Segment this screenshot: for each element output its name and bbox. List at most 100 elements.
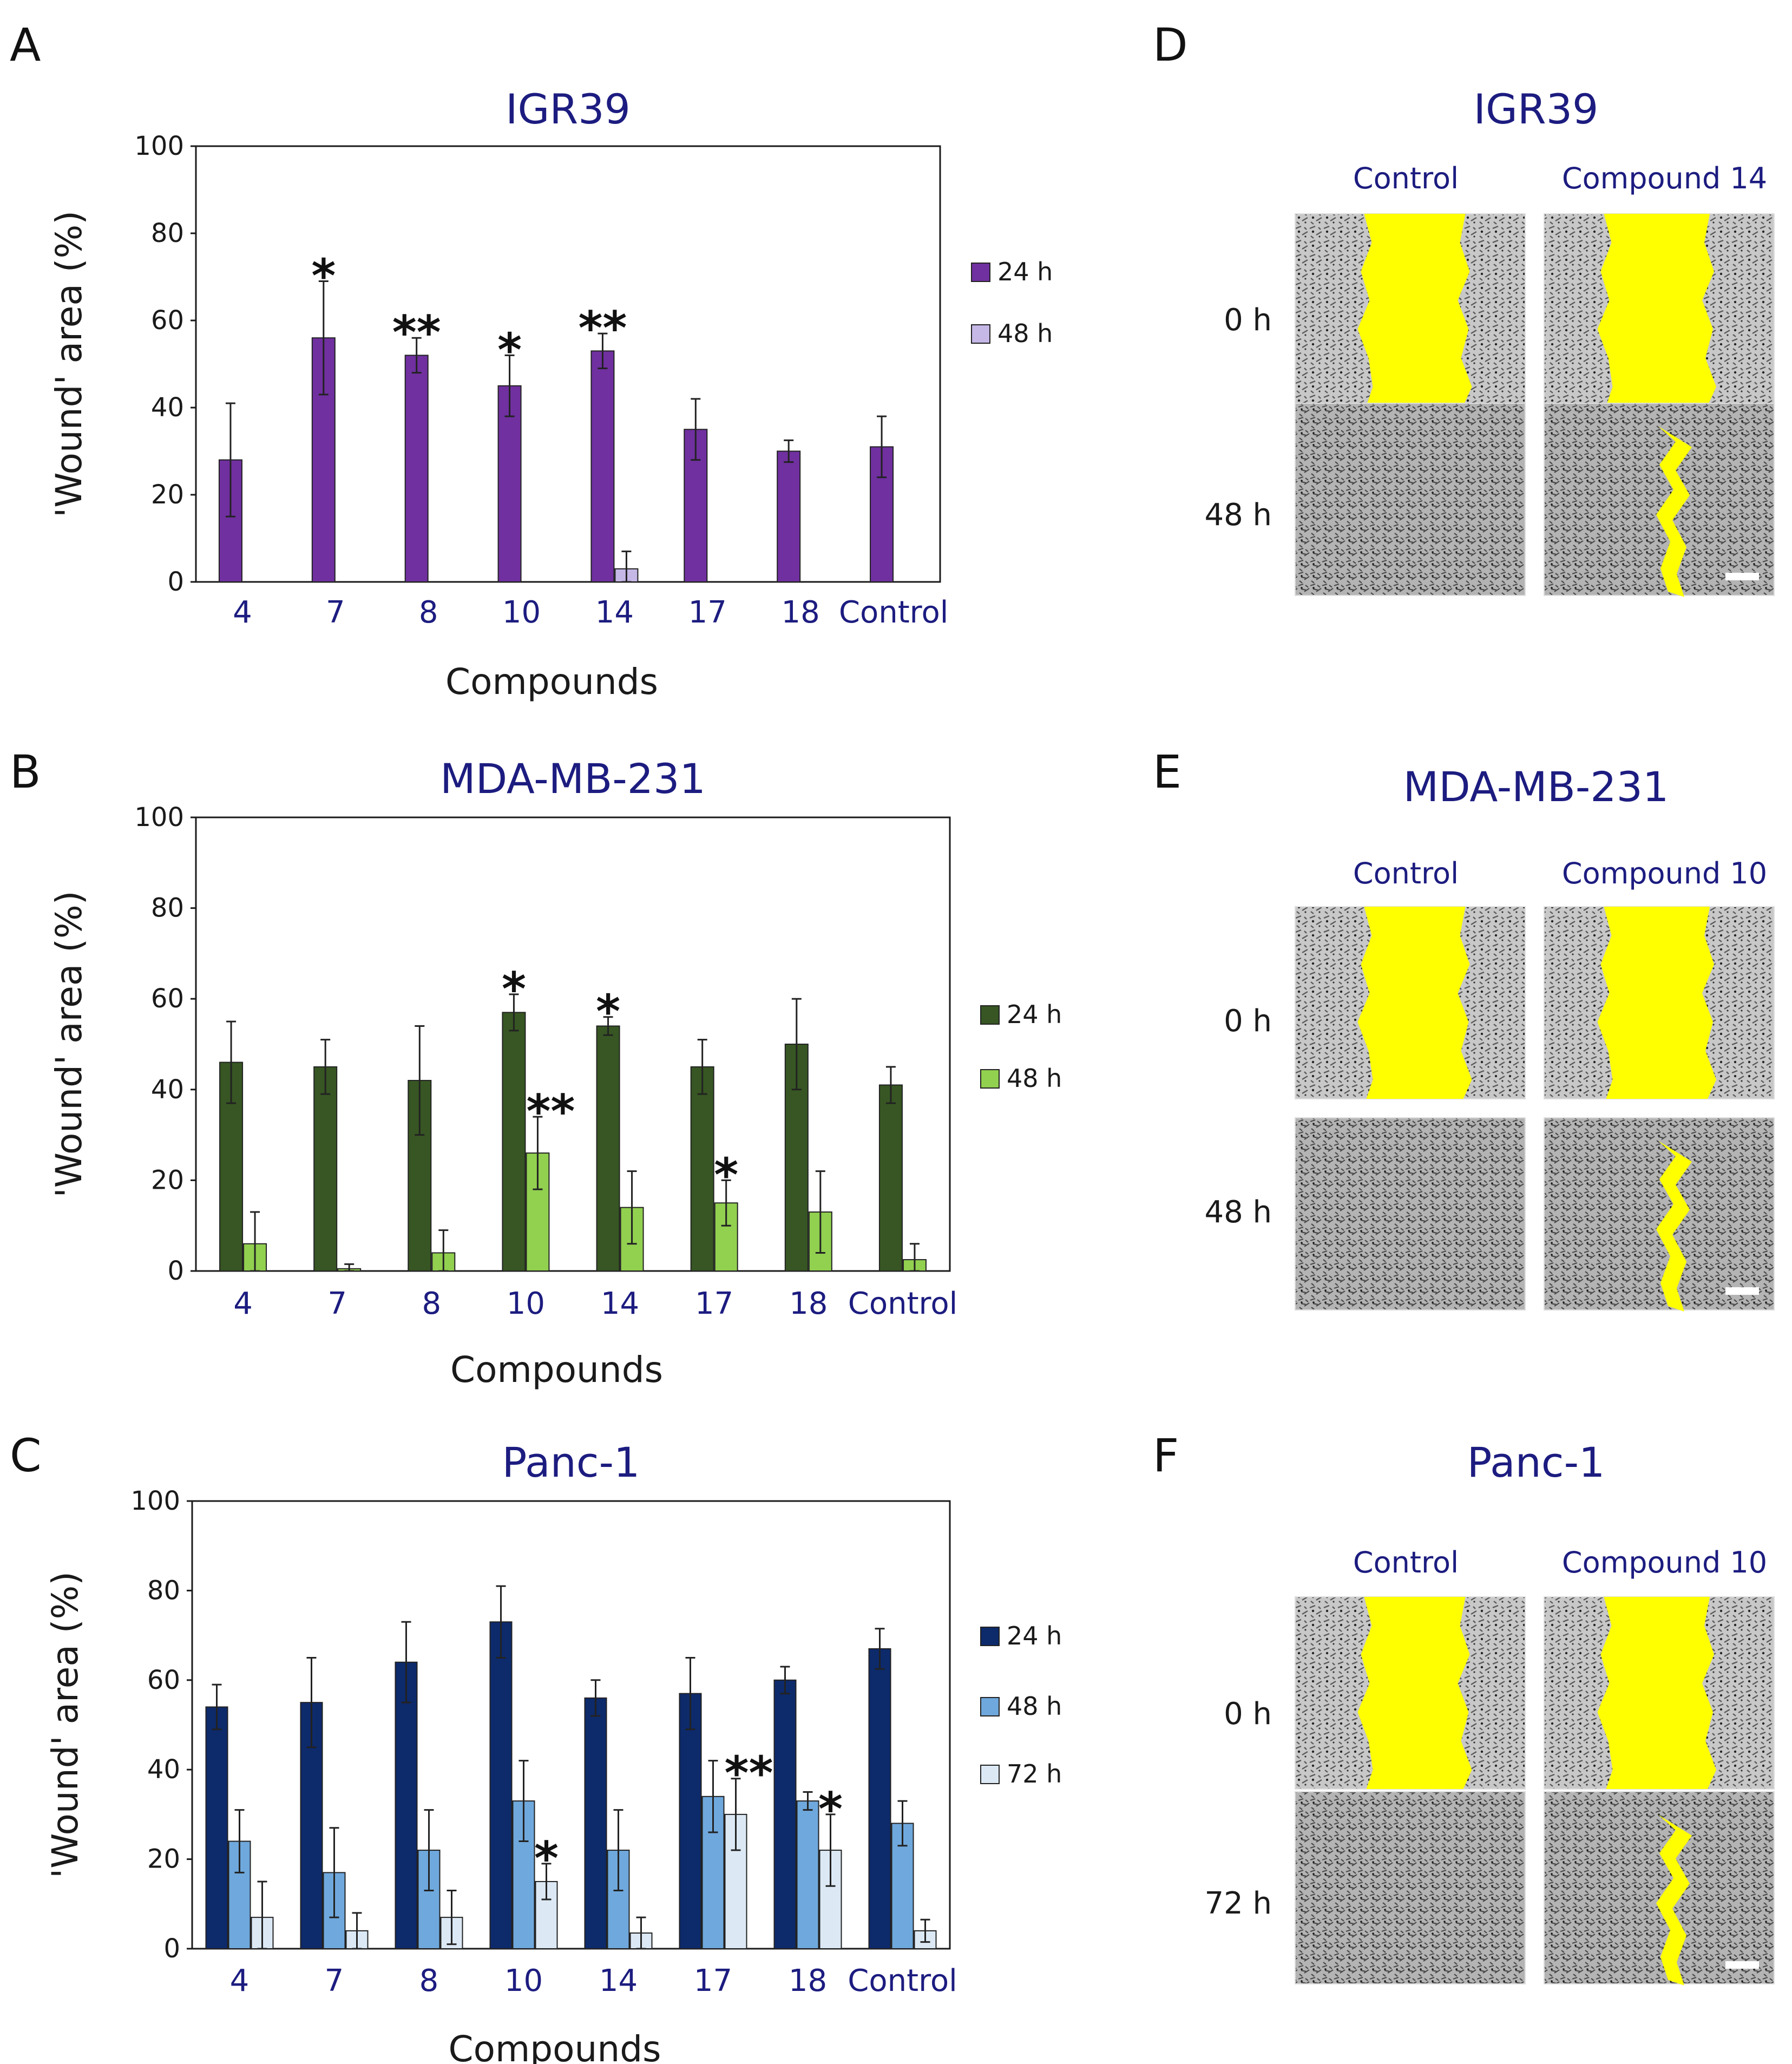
row-label: 48 h xyxy=(1204,497,1272,533)
legend-label: 48 h xyxy=(1007,1064,1062,1093)
panel-letter: C xyxy=(10,1429,42,1482)
column-label: Control xyxy=(1353,1545,1459,1580)
bar xyxy=(502,1012,526,1272)
x-tick-label: 7 xyxy=(326,595,345,630)
legend-label: 24 h xyxy=(1007,1621,1062,1650)
y-tick-label: 40 xyxy=(151,1074,184,1105)
panel-letter: B xyxy=(10,745,41,798)
x-axis-label: Compounds xyxy=(445,661,658,703)
x-tick-label: 7 xyxy=(327,1286,347,1321)
y-axis-label: 'Wound' area (%) xyxy=(48,891,90,1198)
y-tick-label: 100 xyxy=(130,1486,180,1516)
y-tick-label: 20 xyxy=(151,1165,184,1195)
bar xyxy=(205,1706,228,1949)
x-tick-label: 4 xyxy=(233,1286,253,1321)
micrograph-title: Panc-1 xyxy=(1467,1438,1605,1486)
plot-area xyxy=(195,145,941,583)
y-tick-label: 40 xyxy=(151,392,184,423)
y-axis-label: 'Wound' area (%) xyxy=(44,1571,86,1878)
wound-area xyxy=(1357,1597,1472,1789)
significance-star: * xyxy=(714,1148,738,1202)
y-tick-label: 0 xyxy=(163,1934,180,1964)
micrograph-title: IGR39 xyxy=(1474,85,1599,133)
x-tick-label: Control xyxy=(848,1286,957,1321)
x-tick-label: Control xyxy=(839,595,948,630)
micrograph-image xyxy=(1295,403,1526,596)
x-tick-label: 18 xyxy=(789,1963,827,1999)
legend-swatch xyxy=(980,1069,1000,1089)
legend-label: 24 h xyxy=(997,257,1053,286)
wound-area xyxy=(1656,1814,1692,1986)
chart-panel-c: C Panc-1 0 20 40 60 80 100 'Wound' area (%) Compo… xyxy=(10,1429,1062,2064)
wound-area xyxy=(1597,214,1716,406)
bar xyxy=(868,1648,891,1949)
significance-star: * xyxy=(311,250,336,304)
legend-label: 24 h xyxy=(1007,1000,1062,1029)
row-label: 72 h xyxy=(1204,1886,1272,1921)
y-tick-label: 60 xyxy=(151,984,184,1014)
x-tick-label: 10 xyxy=(502,595,541,630)
legend-label: 72 h xyxy=(1007,1759,1062,1788)
significance-star: * xyxy=(596,985,620,1039)
column-label: Compound 14 xyxy=(1562,161,1767,195)
x-tick-label: 10 xyxy=(507,1286,545,1321)
significance-star: * xyxy=(502,962,526,1017)
scale-bar xyxy=(1725,1961,1759,1969)
column-label: Control xyxy=(1353,161,1459,195)
bar xyxy=(773,1679,797,1950)
significance-star: * xyxy=(818,1783,843,1837)
row-label: 48 h xyxy=(1204,1195,1272,1230)
y-tick-label: 80 xyxy=(151,893,184,923)
legend-label: 48 h xyxy=(1007,1692,1062,1721)
y-axis-label: 'Wound' area (%) xyxy=(48,211,90,517)
bar xyxy=(584,1697,607,1949)
significance-star: ** xyxy=(526,1085,575,1139)
row-label: 0 h xyxy=(1224,303,1272,338)
wound-area xyxy=(1656,1141,1692,1312)
micrograph-title: MDA-MB-231 xyxy=(1403,763,1669,811)
x-tick-label: 4 xyxy=(233,595,252,630)
y-tick-label: 0 xyxy=(167,567,184,597)
chart-title: IGR39 xyxy=(506,85,631,133)
bar xyxy=(777,450,801,582)
significance-star: ** xyxy=(578,302,627,356)
bar xyxy=(679,1693,702,1950)
panel-letter: E xyxy=(1153,745,1181,798)
x-tick-label: 8 xyxy=(422,1286,441,1321)
bar xyxy=(878,1084,903,1272)
bar xyxy=(395,1661,418,1949)
column-label: Control xyxy=(1353,856,1459,890)
scale-bar xyxy=(1725,573,1759,580)
legend-swatch xyxy=(980,1697,1000,1716)
chart-panel-b: B MDA-MB-231 0 20 40 60 80 100 'Wound' area (%) C… xyxy=(10,745,1062,1391)
bar xyxy=(590,350,615,582)
row-label: 0 h xyxy=(1224,1004,1272,1039)
y-tick-label: 60 xyxy=(151,305,184,336)
bar xyxy=(489,1621,513,1950)
bar xyxy=(313,1066,338,1272)
micrograph-panel-f: F Panc-1 Control Compound 10 0 h 72 h xyxy=(1153,1429,1775,1986)
bar xyxy=(690,1066,714,1272)
legend-swatch xyxy=(971,324,990,344)
y-tick-label: 100 xyxy=(134,131,184,161)
wound-area xyxy=(1597,1597,1716,1789)
x-tick-label: 4 xyxy=(230,1963,250,1999)
x-axis-label: Compounds xyxy=(450,1349,663,1391)
micrograph-image xyxy=(1544,1117,1775,1311)
significance-star: * xyxy=(534,1832,559,1886)
wound-area xyxy=(1357,214,1472,406)
micrograph-image xyxy=(1295,1791,1526,1984)
bar xyxy=(796,1800,819,1950)
bar xyxy=(497,385,522,582)
y-tick-label: 100 xyxy=(134,802,184,833)
x-tick-label: 17 xyxy=(688,595,727,630)
legend-swatch xyxy=(980,1765,1000,1784)
x-axis-label: Compounds xyxy=(449,2028,661,2064)
micrograph-image xyxy=(1295,1117,1526,1311)
y-tick-label: 40 xyxy=(147,1754,180,1785)
plot-area xyxy=(191,1500,951,1950)
x-tick-label: 17 xyxy=(694,1963,732,1999)
column-label: Compound 10 xyxy=(1562,856,1767,890)
panel-letter: A xyxy=(10,18,41,71)
